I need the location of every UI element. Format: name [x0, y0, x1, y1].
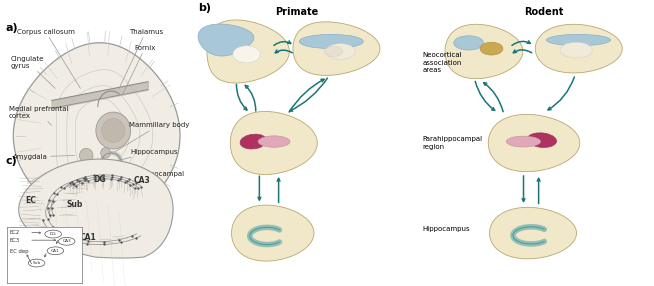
Text: CA3: CA3 [62, 239, 71, 243]
Text: Cingulate
gyrus: Cingulate gyrus [11, 55, 56, 88]
Text: Hippocampus: Hippocampus [422, 226, 470, 232]
Ellipse shape [58, 237, 75, 245]
Ellipse shape [299, 34, 364, 49]
Text: a): a) [5, 23, 18, 33]
Text: Primate: Primate [275, 7, 318, 17]
Polygon shape [13, 43, 180, 222]
Polygon shape [232, 205, 314, 261]
Ellipse shape [101, 119, 125, 142]
Ellipse shape [240, 134, 267, 149]
Text: Hippocampal pes: Hippocampal pes [26, 173, 88, 197]
Text: Medial prefrontal
cortex: Medial prefrontal cortex [9, 106, 69, 125]
Ellipse shape [101, 148, 111, 158]
Text: Thalamus: Thalamus [119, 29, 163, 88]
Text: b): b) [199, 3, 211, 13]
Text: Corpus callosum: Corpus callosum [17, 29, 80, 88]
Text: Sub: Sub [67, 200, 83, 209]
Text: CA1: CA1 [51, 249, 60, 253]
Text: DG: DG [50, 232, 56, 236]
Ellipse shape [326, 44, 355, 59]
Text: Amygdala: Amygdala [13, 154, 75, 160]
Ellipse shape [47, 247, 63, 255]
Polygon shape [207, 20, 289, 83]
Text: CA3: CA3 [134, 176, 150, 185]
Polygon shape [489, 114, 580, 172]
Ellipse shape [527, 133, 557, 148]
Text: EC2: EC2 [10, 230, 20, 235]
Text: c): c) [5, 156, 17, 166]
Text: Parahippocampal
region: Parahippocampal region [422, 136, 483, 150]
Ellipse shape [480, 42, 503, 55]
Text: Hippocampus: Hippocampus [117, 149, 179, 161]
Text: CA1: CA1 [80, 233, 97, 242]
Ellipse shape [546, 34, 611, 46]
Ellipse shape [96, 112, 131, 149]
Ellipse shape [28, 259, 45, 267]
Text: Parahippocampal
gyrus: Parahippocampal gyrus [115, 171, 185, 184]
Polygon shape [230, 112, 317, 174]
Text: Neocortical
association
areas: Neocortical association areas [422, 52, 462, 74]
Polygon shape [445, 24, 523, 79]
Text: EC3: EC3 [10, 238, 20, 243]
Polygon shape [535, 24, 622, 73]
Text: Sub: Sub [33, 261, 41, 265]
Ellipse shape [258, 136, 290, 147]
Text: Mammillary body: Mammillary body [115, 122, 189, 152]
Ellipse shape [324, 47, 343, 57]
Polygon shape [198, 24, 254, 56]
Ellipse shape [560, 42, 593, 58]
Ellipse shape [45, 230, 61, 238]
Text: Rodent: Rodent [525, 7, 564, 17]
Ellipse shape [454, 36, 483, 50]
Polygon shape [489, 207, 576, 259]
Ellipse shape [233, 46, 260, 63]
Ellipse shape [506, 136, 541, 147]
Text: DG: DG [94, 175, 106, 184]
Text: EC: EC [25, 196, 36, 205]
Polygon shape [19, 159, 173, 258]
Polygon shape [293, 22, 380, 76]
Text: EC dep: EC dep [10, 249, 28, 254]
Ellipse shape [80, 148, 93, 163]
Text: Fornix: Fornix [123, 45, 156, 94]
